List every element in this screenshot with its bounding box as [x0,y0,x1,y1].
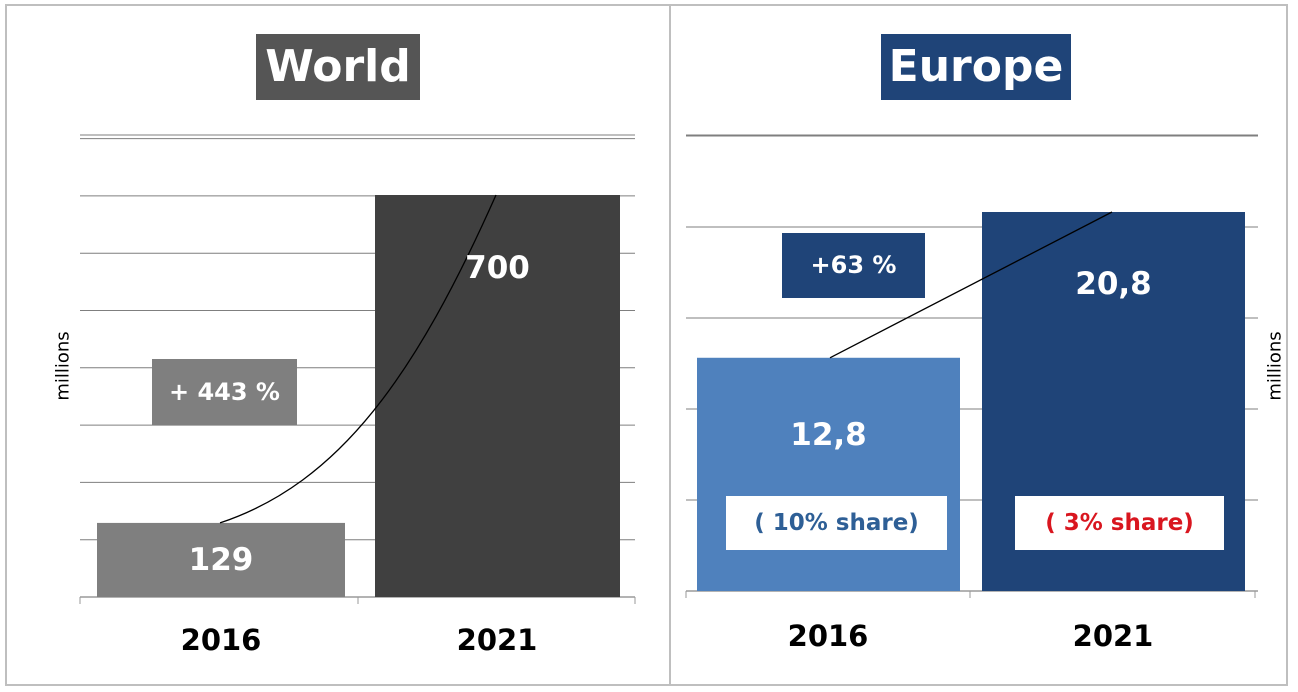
europe-share-label-2021: ( 3% share) [1015,496,1224,550]
world-y-axis-label: millions [52,331,74,401]
world-growth-annotation: + 443 % [152,359,297,425]
world-trend-line-group [219,194,497,524]
europe-growth-annotation: +63 % [782,233,925,298]
europe-x-tick-2016: 2016 [787,619,869,653]
world-value-label-2021: 700 [465,250,530,286]
europe-y-axis-label: millions [1264,331,1286,401]
world-bar-2016 [97,522,345,597]
world-value-label-2016: 129 [188,541,254,578]
world-trend-line [219,194,497,524]
figure-frame [5,4,1288,686]
europe-value-label-2021: 20,8 [1075,266,1152,302]
europe-x-tick-2021: 2021 [1072,619,1154,653]
europe-chart-title: Europe [881,34,1071,100]
world-chart-title: World [256,34,420,100]
europe-share-label-2016: ( 10% share) [726,496,947,550]
world-x-tick-2021: 2021 [456,623,538,657]
europe-trend-line-group [829,211,1113,359]
world-bars [97,195,620,597]
europe-bar-2016 [697,357,960,591]
world-bar-2021 [375,195,620,597]
world-x-tick-2016: 2016 [180,623,262,657]
europe-value-label-2016: 12,8 [790,416,867,453]
panel-divider [669,4,671,686]
europe-trend-line [829,211,1113,359]
